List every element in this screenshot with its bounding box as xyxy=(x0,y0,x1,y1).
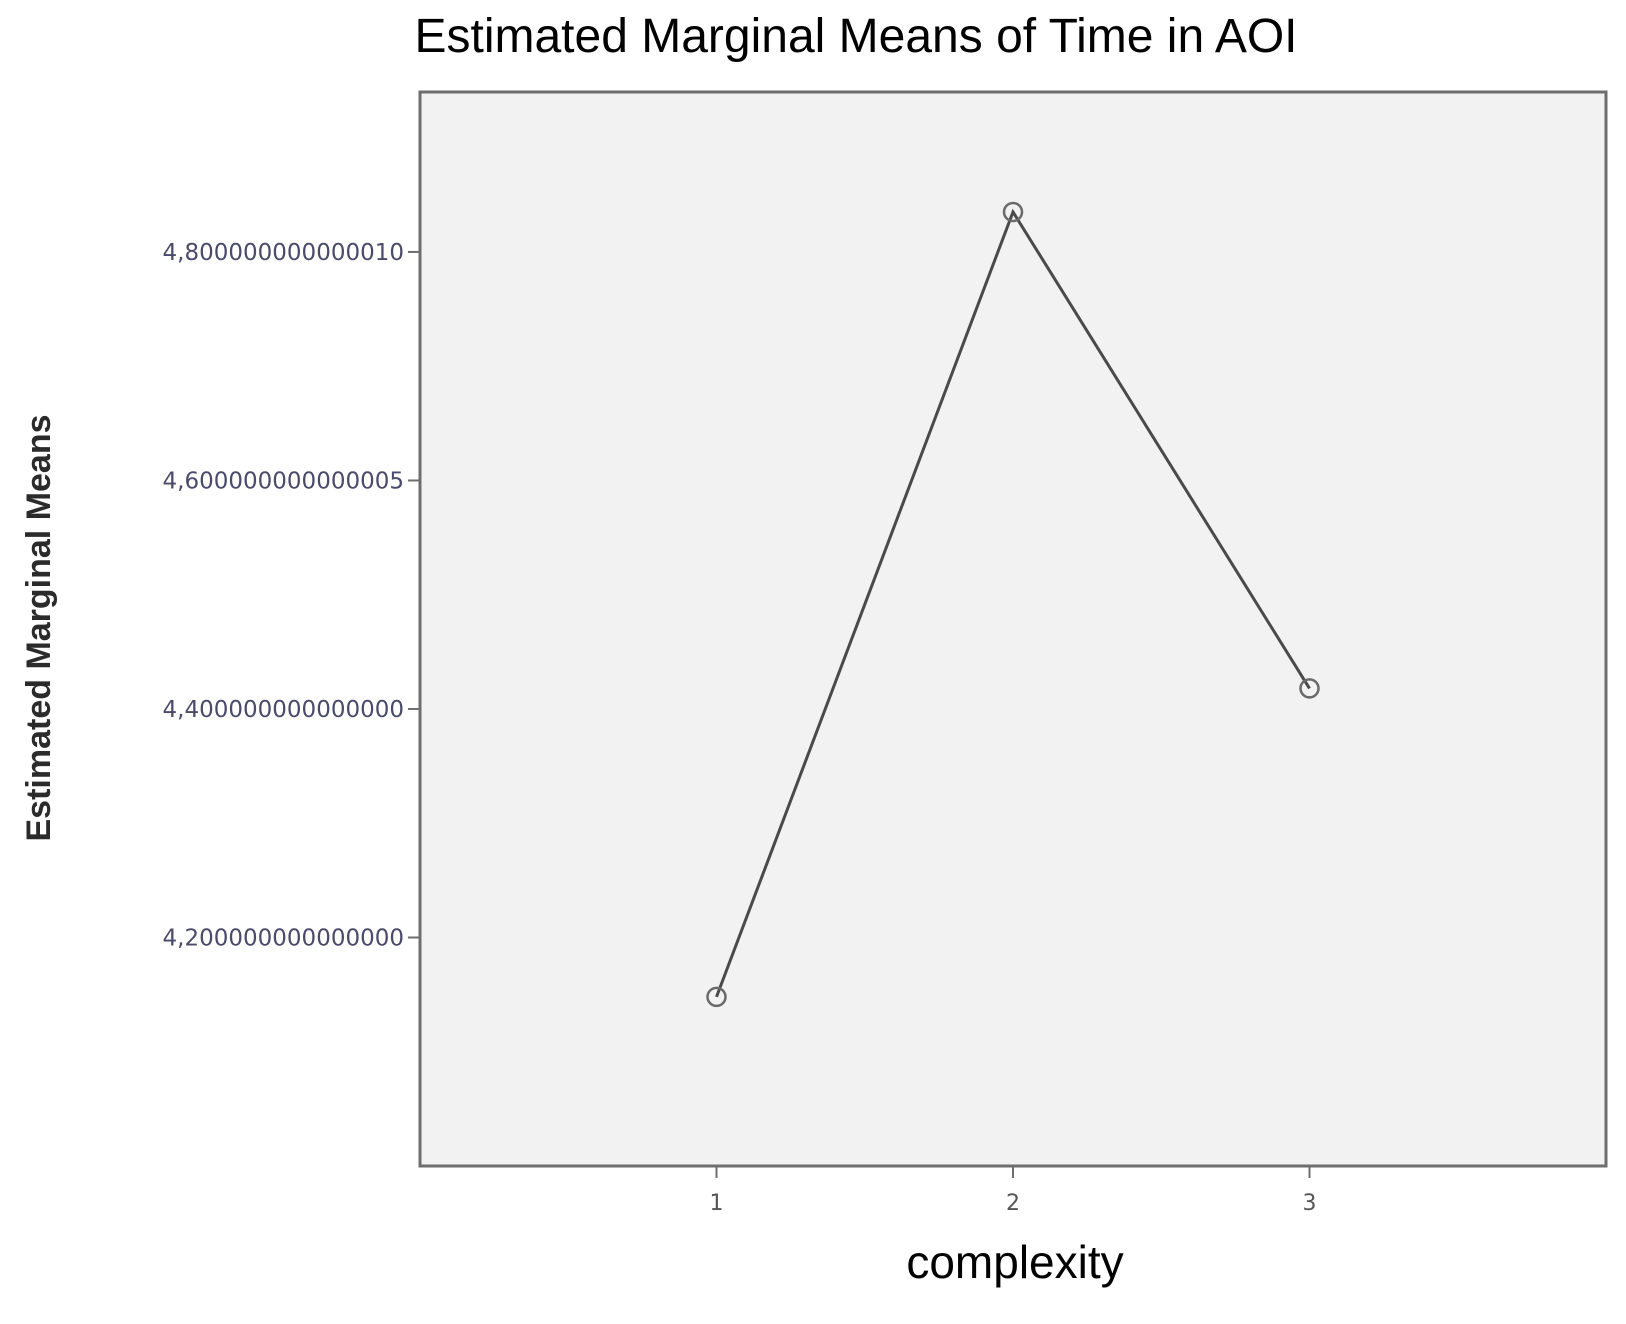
x-tick-label: 3 xyxy=(1303,1191,1317,1216)
series-group xyxy=(706,201,1320,1008)
data-point xyxy=(706,986,727,1008)
x-axis-label: complexity xyxy=(906,1236,1123,1288)
y-tick-label: 4,400000000000000 xyxy=(163,697,404,723)
x-tick-label: 2 xyxy=(1006,1191,1020,1216)
y-tick-label: 4,600000000000005 xyxy=(163,468,404,494)
y-axis-label: Estimated Marginal Means xyxy=(20,414,58,841)
data-point xyxy=(1002,201,1024,223)
series-line xyxy=(715,208,1311,998)
data-point xyxy=(1299,678,1320,699)
x-tick-label: 1 xyxy=(710,1191,724,1216)
chart-title: Estimated Marginal Means of Time in AOI xyxy=(414,10,1297,63)
plot-area xyxy=(418,90,1608,1168)
y-tick-label: 4,200000000000000 xyxy=(163,925,404,951)
y-tick-label: 4,800000000000010 xyxy=(163,240,404,266)
y-axis-ticks: 4,200000000000000 4,400000000000000 4,6000… xyxy=(163,240,420,951)
x-axis-ticks: 1 2 3 xyxy=(710,1166,1317,1216)
